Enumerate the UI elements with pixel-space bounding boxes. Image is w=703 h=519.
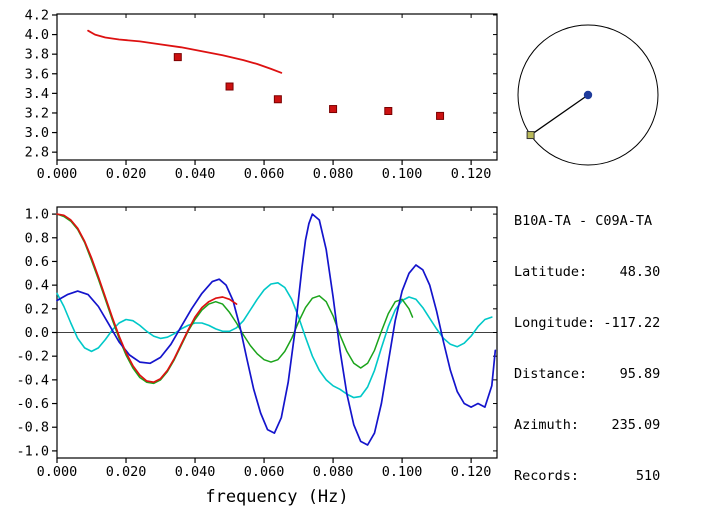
plot-frame [56, 13, 498, 161]
svg-text:-1.0: -1.0 [16, 443, 49, 459]
svg-text:3.2: 3.2 [25, 105, 49, 121]
center-station-dot [583, 90, 593, 100]
cross-correlation-blue [56, 213, 497, 446]
svg-text:0.020: 0.020 [106, 166, 147, 182]
azimuth-compass-plot [517, 24, 659, 166]
svg-text:0.120: 0.120 [451, 166, 492, 182]
svg-text:1.0: 1.0 [25, 207, 49, 223]
fitted-bessel-green [56, 213, 414, 385]
svg-text:0.040: 0.040 [175, 166, 216, 182]
azimuth-circle [517, 24, 659, 166]
data-point-square [273, 95, 282, 104]
svg-text:0.060: 0.060 [244, 464, 285, 480]
svg-text:0.000: 0.000 [37, 166, 78, 182]
coherence-cyan [56, 282, 493, 399]
series [87, 29, 445, 120]
waveform-frequency-chart: 0.000 0.020 0.040 0.060 0.080 0.100 0.1201.00.… [16, 206, 498, 507]
svg-text:0.100: 0.100 [382, 166, 423, 182]
x-axis-ticks: 0.000 0.020 0.040 0.060 0.080 0.100 0.120 [37, 207, 492, 480]
svg-text:3.0: 3.0 [25, 125, 49, 141]
azimuth-line: Azimuth: 235.09 [514, 417, 661, 433]
series [56, 213, 497, 446]
predicted-dispersion-curve [87, 29, 283, 74]
azimuth-line [530, 94, 589, 136]
longitude-line: Longitude: -117.22 [514, 315, 661, 331]
data-point-square [384, 107, 393, 116]
svg-text:0.100: 0.100 [382, 464, 423, 480]
svg-text:0.0: 0.0 [25, 325, 49, 341]
svg-text:0.080: 0.080 [313, 166, 354, 182]
svg-text:-0.6: -0.6 [16, 396, 49, 412]
x-axis-label: frequency (Hz) [205, 487, 348, 507]
svg-text:-0.2: -0.2 [16, 349, 49, 365]
svg-text:0.4: 0.4 [25, 278, 49, 294]
svg-text:0.8: 0.8 [25, 230, 49, 246]
measured-dispersion-points [173, 53, 445, 120]
svg-text:0.000: 0.000 [37, 464, 78, 480]
station-pair-title: B10A-TA - C09A-TA [514, 213, 653, 229]
svg-text:3.4: 3.4 [25, 86, 49, 102]
data-point-square [329, 105, 338, 114]
data-point-square [436, 111, 445, 120]
svg-text:0.2: 0.2 [25, 301, 49, 317]
svg-text:-0.4: -0.4 [16, 372, 49, 388]
data-point-square [173, 53, 182, 62]
svg-text:3.6: 3.6 [25, 66, 49, 82]
svg-text:0.040: 0.040 [175, 464, 216, 480]
data-point-square [225, 82, 234, 91]
y-axis-ticks: 1.0 0.8 0.6 0.4 0.2 0.0 -0.2 -0.4 -0.6 -0.8 -1.0 [16, 207, 497, 459]
distance-line: Distance: 95.89 [514, 366, 661, 382]
dispersion-chart: 0.000 0.020 0.040 0.060 0.080 0.100 0.1204.24.… [25, 7, 498, 182]
y-axis-ticks: 4.2 4.0 3.8 3.6 3.4 3.2 3.0 2.8 [25, 7, 497, 161]
svg-text:0.120: 0.120 [451, 464, 492, 480]
latitude-line: Latitude: 48.30 [514, 264, 661, 280]
svg-text:-0.8: -0.8 [16, 420, 49, 436]
records-line: Records: 510 [514, 468, 661, 484]
svg-text:0.020: 0.020 [106, 464, 147, 480]
svg-text:4.2: 4.2 [25, 7, 49, 23]
x-axis-ticks: 0.000 0.020 0.040 0.060 0.080 0.100 0.120 [37, 14, 492, 182]
remote-station-marker [526, 131, 535, 140]
svg-text:3.8: 3.8 [25, 47, 49, 63]
svg-text:0.060: 0.060 [244, 166, 285, 182]
fitted-curve-red [56, 213, 238, 384]
svg-text:2.8: 2.8 [25, 145, 49, 161]
station-info-panel: B10A-TA - C09A-TA Latitude: 48.30 Longit… [514, 179, 660, 519]
svg-text:0.6: 0.6 [25, 254, 49, 270]
svg-text:4.0: 4.0 [25, 27, 49, 43]
svg-text:0.080: 0.080 [313, 464, 354, 480]
